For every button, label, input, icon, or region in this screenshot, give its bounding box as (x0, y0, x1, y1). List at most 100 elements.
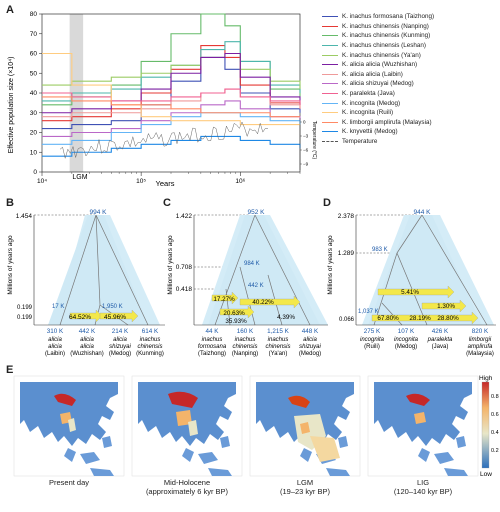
panel-b-ne-17: 17 K (52, 304, 64, 310)
legend-entry: K. knyvettii (Medog) (322, 127, 498, 137)
tip-name: incognita (394, 337, 419, 343)
temperature-tick-label: −9 (303, 162, 309, 167)
legend-entry: K. incognita (Medog) (322, 98, 498, 108)
panel-b-t2: 0.199 (17, 315, 33, 321)
legend-entry: K. alicia shizuyai (Medog) (322, 79, 498, 89)
legend-label: K. limborgii amplirufa (Malaysia) (342, 118, 432, 126)
legend-swatch (322, 16, 338, 18)
map-lig (367, 375, 479, 477)
legend-entry: K. limborgii amplirufa (Malaysia) (322, 118, 498, 128)
colorbar-low-label: Low (480, 471, 492, 478)
legend-entry: K. inachus chinensis (Nanping) (322, 22, 498, 32)
legend-label: K. inachus chinensis (Leshan) (342, 42, 427, 50)
map-caption-mid-holocene: Mid-Holocene (approximately 6 kyr BP) (145, 478, 229, 496)
legend-swatch (322, 102, 338, 104)
panel-a-xlabel: Years (156, 179, 175, 188)
panel-d-ne-983: 983 K (372, 247, 388, 253)
y-tick-label: 70 (30, 31, 38, 38)
psmc-series-line (42, 52, 301, 114)
panel-b-tree: Millions of years ago 1.454 994 K 0.199 … (7, 209, 165, 357)
tip-name: (Nanping) (232, 351, 258, 357)
tip-name: shizuyai (299, 344, 321, 350)
tip-ne: 1,215 K (267, 328, 290, 335)
legend-label: K. alicia alicia (Laibin) (342, 70, 403, 78)
legend-swatch (322, 83, 338, 85)
tip-name: inachus (268, 337, 289, 343)
tip-ne: 442 K (79, 328, 96, 335)
legend-swatch (322, 25, 338, 27)
panel-e-letter: E (6, 364, 14, 376)
panel-b-ne-1950: 1,950 K (102, 304, 123, 310)
tip-name: (Kunming) (136, 351, 164, 357)
psmc-series-line (42, 135, 301, 157)
legend-label: K. inachus chinensis (Nanping) (342, 22, 429, 30)
panel-c-letter: C (163, 197, 171, 209)
panel-c-migration-3: 20.63% (223, 310, 245, 317)
legend-label: K. paralekta (Java) (342, 90, 395, 98)
panel-b-root-ne: 994 K (90, 209, 108, 216)
tip-ne: 448 K (302, 328, 319, 335)
y-tick-label: 0 (33, 169, 37, 176)
tip-ne: 426 K (432, 328, 449, 335)
colorbar-tick-06: 0.6 (491, 412, 499, 418)
y-tick-label: 20 (30, 130, 38, 137)
panel-b-root-time: 1.454 (16, 213, 33, 220)
panel-a-legend: K. inachus formosana (Taizhong) K. inachu… (322, 12, 498, 146)
tip-name: (Wuzhishan) (70, 351, 104, 357)
legend-entry: K. inachus chinensis (Leshan) (322, 41, 498, 51)
colorbar-tick-04: 0.4 (491, 430, 499, 436)
psmc-series-line (42, 52, 300, 126)
tip-name: alicia (303, 337, 317, 343)
tip-name: shizuyai (109, 344, 131, 350)
legend-label: K. inachus chinensis (Kunming) (342, 32, 431, 40)
panel-c-ne-984: 984 K (244, 261, 260, 267)
panel-b-letter: B (6, 197, 14, 209)
y-tick-label: 60 (30, 51, 38, 58)
legend-entry: Temperature (322, 137, 498, 147)
panel-d-migration-5: 28.80% (437, 315, 459, 322)
tip-name: (Laibin) (45, 351, 65, 357)
tip-name: (Ya'an) (269, 351, 288, 357)
panel-c-migration-5: 4.39% (277, 314, 295, 321)
tip-ne: 214 K (112, 328, 129, 335)
legend-entry: K. inachus chinensis (Ya'an) (322, 50, 498, 60)
panel-b-migration-1: 64.52% (69, 314, 91, 321)
panel-a-chart: 0 10 20 30 40 50 60 70 80 10⁴ 10⁵ 10⁶ Effective pop… (8, 11, 317, 188)
temperature-tick-label: −6 (303, 148, 309, 153)
psmc-series-line (42, 96, 300, 118)
map-caption-lgm: LGM (19–23 kyr BP) (279, 478, 331, 496)
y-tick-label: 40 (30, 90, 38, 97)
tip-name: alicia (48, 344, 62, 350)
tip-ne: 614 K (142, 328, 159, 335)
panel-c-ne-442: 442 K (248, 283, 264, 289)
panel-d-ne-1037: 1,037 K (358, 309, 379, 315)
tip-name: (Medog) (395, 344, 417, 350)
tip-name: inachus (202, 337, 223, 343)
legend-entry: K. incognita (Ruili) (322, 108, 498, 118)
tip-name: chinensis (137, 344, 162, 350)
panel-c-migration-2: 40.22% (252, 299, 274, 306)
x-tick-label: 10⁶ (235, 178, 245, 185)
legend-label: K. knyvettii (Medog) (342, 128, 398, 136)
legend-label: K. inachus formosana (Taizhong) (342, 13, 435, 21)
psmc-series-line (42, 88, 301, 105)
map-present-day (13, 375, 125, 477)
panel-d-t1: 1.289 (338, 250, 355, 257)
colorbar-tick-08: 0.8 (491, 394, 499, 400)
tip-name: alicia (80, 344, 94, 350)
map-mid-holocene (131, 375, 243, 477)
tip-name: limborgii (469, 337, 492, 343)
colorbar-tick-02: 0.2 (491, 448, 499, 454)
panel-b-t1: 0.199 (17, 305, 33, 311)
legend-entry: K. alicia alicia (Wuzhishan) (322, 60, 498, 70)
tip-name: incognita (360, 337, 385, 343)
colorbar-high-label: High (479, 375, 493, 382)
suitability-colorbar (481, 381, 490, 469)
panel-d-root-time: 2.378 (338, 213, 355, 220)
tip-name: alicia (48, 337, 62, 343)
panel-c-tree: Millions of years ago 1.422 0.708 0.418 … (167, 209, 328, 357)
x-tick-label: 10⁴ (37, 178, 47, 185)
legend-swatch (322, 73, 338, 75)
panel-a-letter: A (6, 4, 14, 16)
temperature-trace (59, 121, 269, 160)
